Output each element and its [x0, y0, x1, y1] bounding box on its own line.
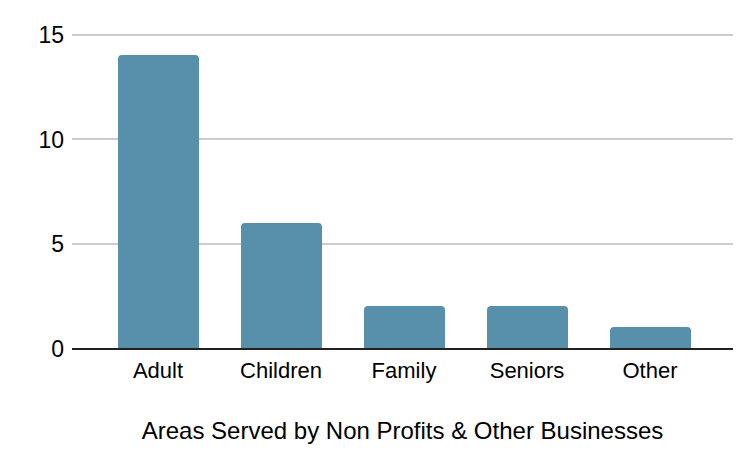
gridline-15 [72, 34, 733, 36]
x-axis-line [72, 348, 733, 350]
bar-adult [118, 55, 199, 348]
bar-family [364, 306, 445, 348]
y-axis-label-15: 15 [14, 24, 64, 47]
y-axis-label-0: 0 [14, 338, 64, 361]
bar-chart: Areas Served by Non Profits & Other Busi… [0, 0, 756, 468]
y-axis-label-10: 10 [14, 129, 64, 152]
bar-children [241, 223, 322, 348]
bar-seniors [487, 306, 568, 348]
y-axis-label-5: 5 [14, 233, 64, 256]
x-axis-label-other: Other [575, 359, 725, 383]
bar-other [610, 327, 691, 348]
chart-title: Areas Served by Non Profits & Other Busi… [72, 419, 733, 443]
